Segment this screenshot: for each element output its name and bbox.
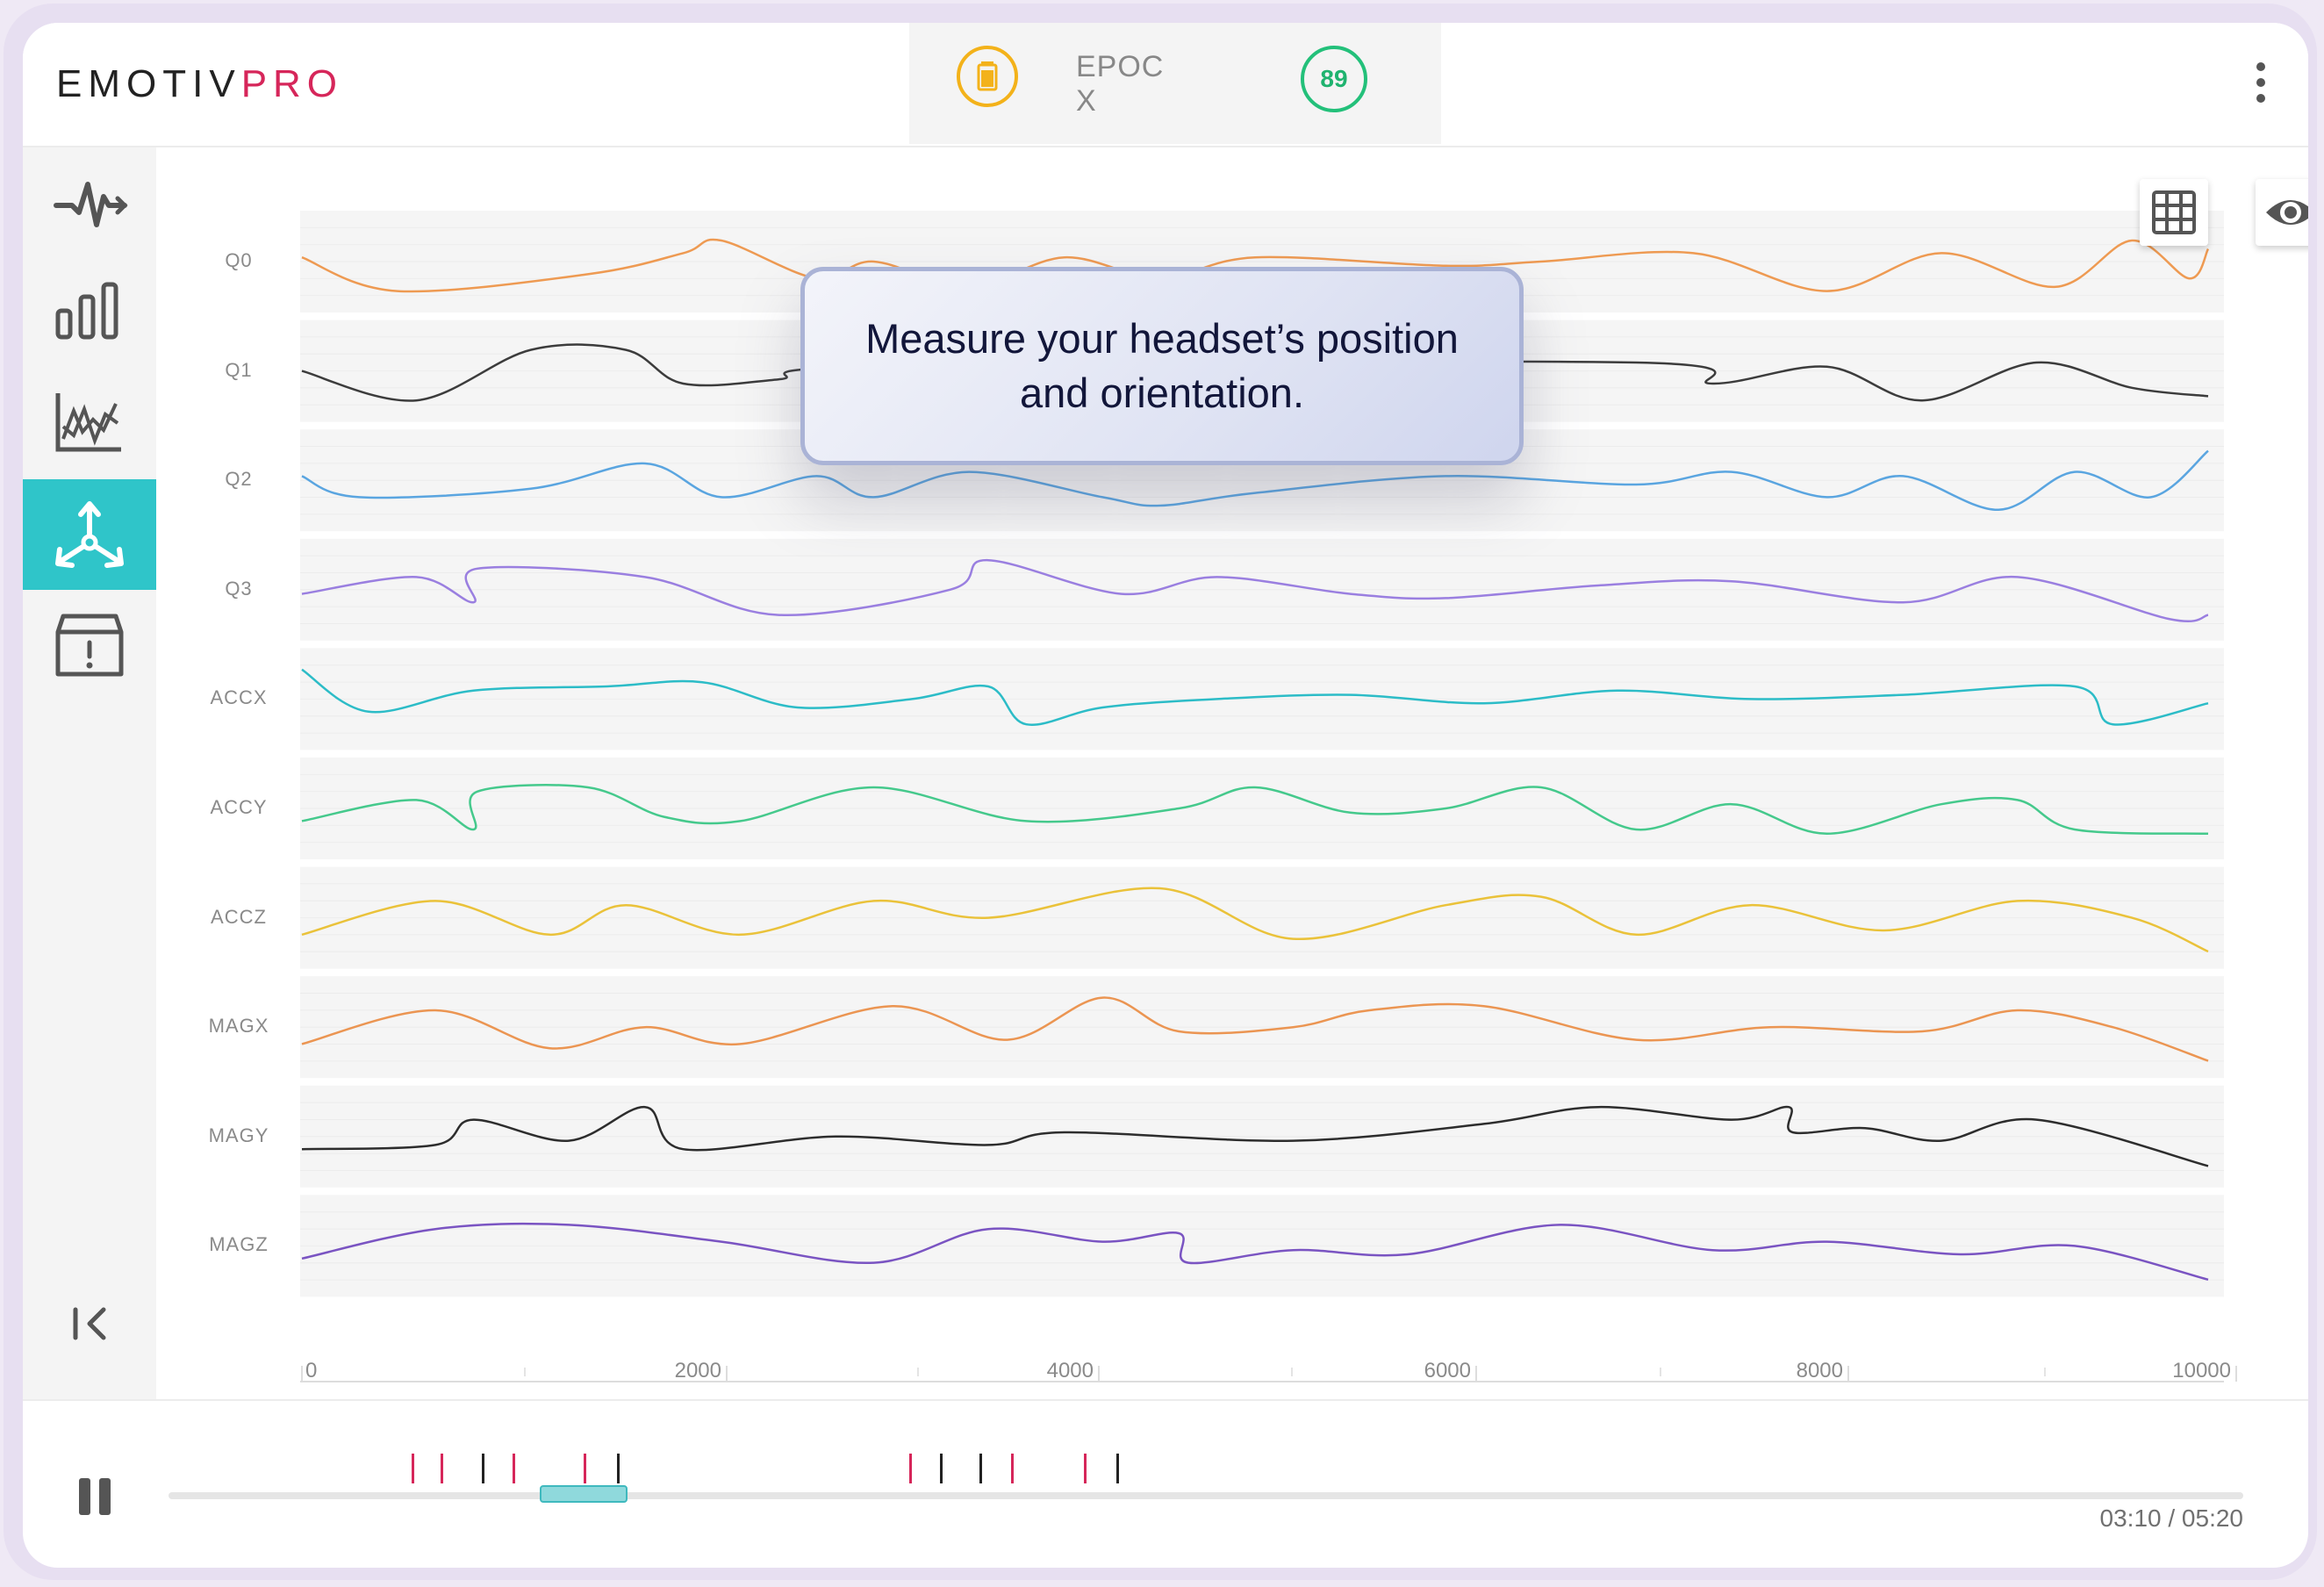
grid-view-button[interactable]	[2140, 179, 2208, 246]
pause-button[interactable]	[75, 1475, 114, 1519]
series-line-accz	[301, 887, 2209, 953]
sidebar-item-raw-eeg[interactable]	[23, 147, 156, 258]
grid-icon	[2152, 190, 2196, 234]
header: EMOTIV PRO EPOC X 89	[23, 23, 2308, 147]
event-marker[interactable]	[1010, 1454, 1014, 1483]
sidebar-item-motion[interactable]	[23, 479, 156, 590]
logo-text-emotiv: EMOTIV	[56, 62, 241, 105]
time-readout: 03:10 / 05:20	[2099, 1504, 2243, 1532]
motion-axes-icon	[55, 501, 124, 568]
tooltip-text: Measure your headset’s position and orie…	[865, 315, 1459, 416]
channel-label: Q0	[225, 249, 253, 271]
x-tick-label: 10000	[2172, 1359, 2231, 1382]
pause-icon	[79, 1478, 111, 1515]
event-marker[interactable]	[440, 1454, 443, 1483]
logo-text-pro: PRO	[240, 62, 344, 105]
event-marker[interactable]	[908, 1454, 912, 1483]
event-marker[interactable]	[583, 1454, 586, 1483]
event-marker[interactable]	[616, 1454, 620, 1483]
x-tick-label: 8000	[1796, 1359, 1843, 1382]
bar-chart-icon	[55, 282, 118, 340]
series-line-magz	[301, 1222, 2209, 1282]
sidebar-item-frequency[interactable]	[23, 369, 156, 479]
series-line-accx	[301, 668, 2209, 727]
device-frame: EMOTIV PRO EPOC X 89	[4, 4, 2317, 1580]
eye-icon	[2266, 200, 2308, 225]
alert-box-icon	[55, 614, 124, 677]
x-tick-label: 6000	[1424, 1359, 1471, 1382]
onboarding-tooltip: Measure your headset’s position and orie…	[800, 267, 1524, 465]
sidebar	[23, 147, 156, 1399]
series-line-q2	[301, 449, 2209, 512]
battery-icon[interactable]	[957, 46, 1018, 107]
device-name: EPOC X	[1076, 50, 1165, 118]
channel-label: MAGX	[208, 1015, 269, 1038]
channel-label: ACCX	[210, 686, 268, 709]
event-marker[interactable]	[411, 1454, 414, 1483]
channel-label: ACCY	[210, 796, 268, 818]
sidebar-item-alerts[interactable]	[23, 590, 156, 700]
channel-label: MAGZ	[209, 1233, 269, 1256]
channel-label: Q3	[225, 577, 253, 600]
x-tick-label: 2000	[674, 1359, 721, 1382]
line-chart-icon	[55, 393, 121, 452]
event-marker[interactable]	[513, 1454, 516, 1483]
playback-timeline: 03:10 / 05:20	[23, 1399, 2308, 1568]
channel-label: Q2	[225, 468, 253, 491]
event-marker[interactable]	[481, 1454, 484, 1483]
collapse-left-icon[interactable]	[58, 1297, 125, 1350]
app-screen: EMOTIV PRO EPOC X 89	[23, 23, 2308, 1568]
waveform-icon	[54, 182, 128, 227]
sidebar-item-performance[interactable]	[23, 258, 156, 369]
channel-label: ACCZ	[211, 905, 267, 928]
series-line-q0	[301, 238, 2210, 293]
timeline-scrubber[interactable]	[539, 1485, 628, 1503]
more-vertical-icon[interactable]	[2243, 58, 2278, 111]
channel-label: MAGY	[208, 1124, 269, 1146]
series-line-magx	[301, 996, 2209, 1062]
event-marker[interactable]	[979, 1454, 983, 1483]
app-logo: EMOTIV PRO	[56, 58, 343, 111]
series-line-accy	[301, 784, 2209, 836]
x-tick-label: 4000	[1046, 1359, 1094, 1382]
event-marker[interactable]	[940, 1454, 943, 1483]
series-line-q3	[301, 558, 2209, 623]
x-tick-label: 0	[305, 1359, 318, 1382]
channel-label: Q1	[225, 358, 253, 381]
visibility-button[interactable]	[2256, 179, 2308, 246]
event-marker[interactable]	[1116, 1454, 1120, 1483]
event-marker[interactable]	[1083, 1454, 1087, 1483]
series-line-magy	[301, 1105, 2209, 1167]
contact-quality-badge[interactable]: 89	[1301, 46, 1367, 112]
timeline-track[interactable]	[169, 1492, 2243, 1499]
